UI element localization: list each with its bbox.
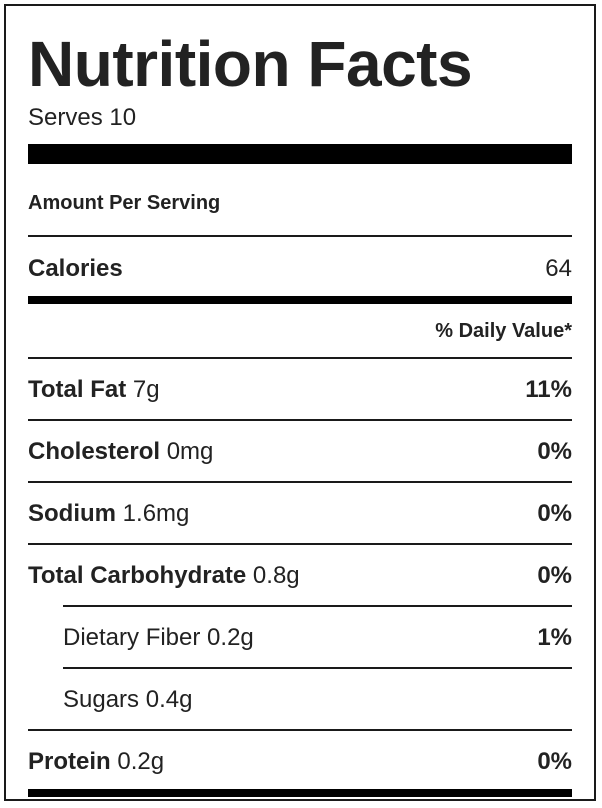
nutrient-row-sugars: Sugars 0.4g bbox=[63, 682, 572, 718]
nutrient-row-protein: Protein 0.2g 0% bbox=[28, 744, 572, 780]
nutrient-row-total-fat: Total Fat 7g 11% bbox=[28, 372, 572, 408]
servings-text: Serves 10 bbox=[28, 104, 137, 131]
nutrient-amount: 0.8g bbox=[252, 562, 300, 589]
nutrition-facts-content: Nutrition Facts Serves 10 Amount Per Ser… bbox=[28, 6, 572, 799]
thick-divider bbox=[28, 144, 572, 164]
nutrient-name: Protein bbox=[28, 748, 111, 775]
nutrition-facts-title: Nutrition Facts bbox=[28, 28, 473, 100]
daily-value-percent: 0% bbox=[537, 438, 572, 465]
divider bbox=[28, 357, 572, 359]
nutrient-name: Cholesterol bbox=[28, 438, 161, 465]
nutrient-row-cholesterol: Cholesterol 0mg 0% bbox=[28, 434, 572, 470]
nutrient-row-dietary-fiber: Dietary Fiber 0.2g 1% bbox=[63, 620, 572, 656]
nutrient-name: Dietary Fiber bbox=[63, 624, 201, 651]
divider bbox=[28, 481, 572, 483]
nutrient-amount: 0.2g bbox=[207, 624, 254, 651]
daily-value-percent: 0% bbox=[537, 748, 572, 775]
nutrient-label: Dietary Fiber 0.2g bbox=[63, 624, 254, 652]
nutrition-facts-panel: Nutrition Facts Serves 10 Amount Per Ser… bbox=[4, 4, 596, 801]
daily-value-percent: 0% bbox=[537, 500, 572, 527]
nutrient-label: Sodium 1.6mg bbox=[28, 500, 189, 528]
nutrient-amount: 7g bbox=[132, 376, 160, 403]
divider bbox=[63, 667, 572, 669]
nutrient-amount: 0mg bbox=[166, 438, 214, 465]
nutrient-name: Total Fat bbox=[28, 376, 127, 403]
divider bbox=[28, 543, 572, 545]
daily-value-percent: 1% bbox=[537, 624, 572, 651]
calories-label: Calories bbox=[28, 255, 123, 282]
nutrient-label: Cholesterol 0mg bbox=[28, 438, 213, 466]
calories-row: Calories 64 bbox=[28, 251, 572, 287]
divider bbox=[63, 605, 572, 607]
nutrient-label: Sugars 0.4g bbox=[63, 686, 192, 714]
daily-value-percent: 0% bbox=[537, 562, 572, 589]
nutrient-amount: 1.6mg bbox=[122, 500, 190, 527]
nutrient-name: Total Carbohydrate bbox=[28, 562, 247, 589]
nutrient-row-total-carbohydrate: Total Carbohydrate 0.8g 0% bbox=[28, 558, 572, 594]
nutrient-name: Sodium bbox=[28, 500, 116, 527]
nutrient-amount: 0.2g bbox=[117, 748, 165, 775]
bottom-divider bbox=[28, 789, 572, 797]
divider bbox=[28, 419, 572, 421]
daily-value-header: % Daily Value* bbox=[435, 320, 572, 342]
calories-value: 64 bbox=[545, 255, 572, 282]
nutrient-name: Sugars bbox=[63, 686, 140, 713]
medium-divider bbox=[28, 296, 572, 304]
nutrient-amount: 0.4g bbox=[145, 686, 193, 713]
daily-value-percent: 11% bbox=[525, 376, 572, 403]
nutrient-row-sodium: Sodium 1.6mg 0% bbox=[28, 496, 572, 532]
nutrient-label: Protein 0.2g bbox=[28, 748, 164, 776]
nutrient-label: Total Carbohydrate 0.8g bbox=[28, 562, 300, 590]
divider bbox=[28, 729, 572, 731]
nutrient-label: Total Fat 7g bbox=[28, 376, 160, 404]
amount-per-serving-heading: Amount Per Serving bbox=[28, 192, 221, 214]
divider bbox=[28, 235, 572, 237]
